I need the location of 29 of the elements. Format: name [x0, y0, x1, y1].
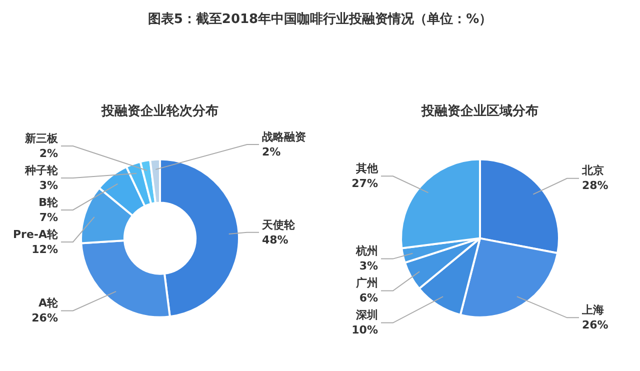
data-label: 26%: [32, 312, 58, 325]
data-label: 48%: [262, 233, 288, 246]
slice-label: 种子轮: [24, 164, 59, 177]
slice-label: 广州: [355, 276, 378, 290]
slice-label: 天使轮: [261, 218, 296, 232]
data-label: 3%: [39, 178, 58, 192]
slice-label: 其他: [355, 162, 379, 175]
slice-label: 战略融资: [262, 130, 306, 144]
slice-label: 新三板: [24, 132, 59, 145]
data-label: 7%: [39, 210, 58, 224]
data-label: 26%: [582, 318, 608, 332]
slice-label: 上海: [581, 304, 604, 317]
slice-label: 杭州: [355, 244, 378, 258]
chart-subtitle: 投融资企业轮次分布: [100, 104, 218, 120]
data-label: 6%: [359, 292, 378, 305]
data-label: 2%: [39, 146, 58, 160]
data-label: 10%: [352, 324, 378, 337]
chart-title: 投融资企业区域分布: [420, 104, 538, 120]
data-label: 28%: [582, 179, 608, 192]
slice-label: A轮: [38, 296, 59, 310]
slice-label: 北京: [581, 164, 604, 178]
data-label: 12%: [32, 242, 58, 256]
slice-label: Pre-A轮: [12, 228, 59, 241]
slice-label: B轮: [38, 196, 59, 209]
data-label: 2%: [262, 145, 281, 158]
data-label: 27%: [352, 176, 378, 190]
chart-title: 图表5：截至2018年中国咖啡行业投融资情况（单位：%）: [146, 11, 494, 29]
data-label: 3%: [359, 260, 378, 273]
slice-label: 深圳: [355, 308, 378, 322]
